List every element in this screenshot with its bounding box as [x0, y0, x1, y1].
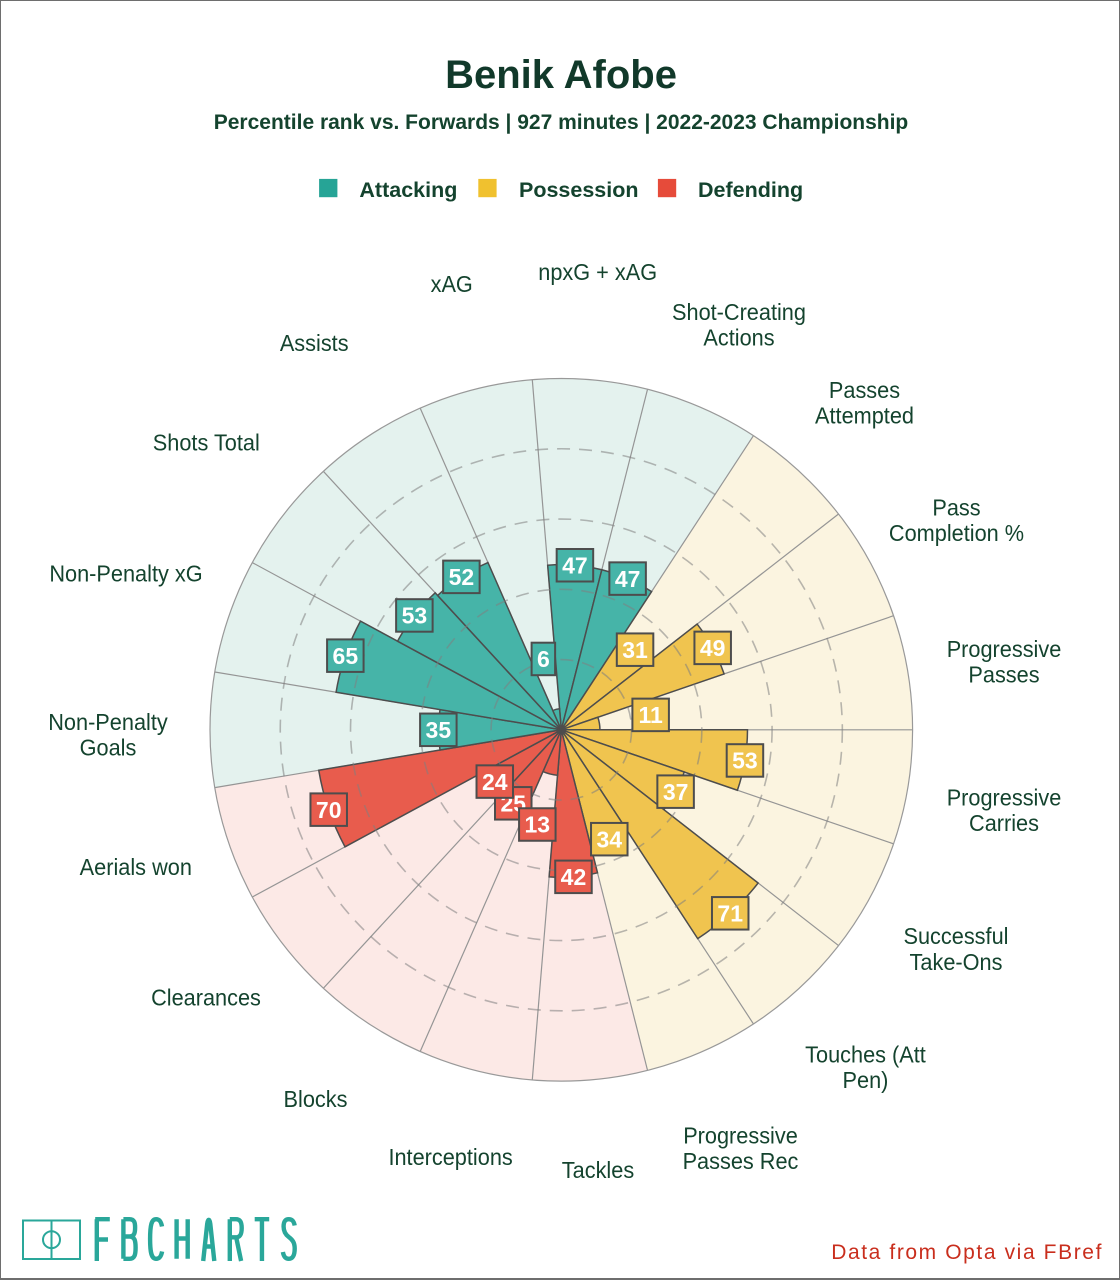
svg-text:53: 53 — [732, 748, 758, 774]
svg-text:42: 42 — [561, 864, 587, 890]
svg-text:Interceptions: Interceptions — [388, 1144, 512, 1170]
svg-text:6: 6 — [537, 646, 550, 672]
svg-text:Pass: Pass — [932, 494, 980, 520]
svg-text:47: 47 — [562, 552, 588, 578]
svg-text:65: 65 — [333, 643, 359, 669]
svg-text:npxG + xAG: npxG + xAG — [538, 259, 657, 285]
svg-text:Take-Ons: Take-Ons — [910, 949, 1003, 975]
svg-text:70: 70 — [316, 797, 342, 823]
svg-text:Progressive: Progressive — [683, 1122, 798, 1148]
svg-text:24: 24 — [482, 769, 508, 795]
svg-text:Blocks: Blocks — [284, 1086, 348, 1112]
svg-text:Shot-Creating: Shot-Creating — [672, 299, 806, 325]
svg-text:34: 34 — [596, 826, 622, 852]
svg-text:47: 47 — [615, 566, 641, 592]
svg-text:Tackles: Tackles — [562, 1157, 634, 1183]
svg-text:Successful: Successful — [904, 923, 1009, 949]
svg-text:Data from Opta via FBref: Data from Opta via FBref — [831, 1241, 1103, 1264]
svg-text:13: 13 — [525, 812, 551, 838]
svg-text:Progressive: Progressive — [947, 785, 1062, 811]
svg-text:Passes: Passes — [968, 661, 1039, 687]
svg-text:Pen): Pen) — [843, 1067, 889, 1093]
svg-text:Aerials won: Aerials won — [80, 854, 192, 880]
svg-text:31: 31 — [622, 637, 648, 663]
svg-text:53: 53 — [402, 603, 428, 629]
svg-text:Attempted: Attempted — [815, 403, 914, 429]
svg-text:Progressive: Progressive — [947, 636, 1062, 662]
svg-text:37: 37 — [663, 779, 689, 805]
svg-text:Actions: Actions — [703, 324, 774, 350]
svg-text:Completion %: Completion % — [889, 520, 1024, 546]
svg-text:Percentile rank vs. Forwards |: Percentile rank vs. Forwards | 927 minut… — [214, 111, 909, 134]
svg-text:xAG: xAG — [431, 271, 473, 297]
svg-text:Passes Rec: Passes Rec — [683, 1148, 799, 1174]
svg-text:Clearances: Clearances — [151, 984, 261, 1010]
svg-text:49: 49 — [700, 635, 726, 661]
svg-text:52: 52 — [449, 564, 475, 590]
svg-text:71: 71 — [717, 901, 743, 927]
svg-text:Goals: Goals — [80, 734, 137, 760]
svg-text:Passes: Passes — [829, 377, 900, 403]
svg-text:Non-Penalty xG: Non-Penalty xG — [49, 561, 202, 587]
svg-text:Carries: Carries — [969, 810, 1039, 836]
svg-text:11: 11 — [638, 702, 663, 728]
svg-text:35: 35 — [426, 717, 452, 743]
svg-text:Shots Total: Shots Total — [153, 429, 260, 455]
svg-text:Defending: Defending — [698, 178, 803, 202]
svg-text:Benik Afobe: Benik Afobe — [445, 53, 677, 97]
svg-text:Touches (Att: Touches (Att — [805, 1042, 926, 1068]
svg-text:Assists: Assists — [280, 330, 349, 356]
svg-text:Non-Penalty: Non-Penalty — [48, 709, 168, 735]
svg-text:Possession: Possession — [519, 178, 639, 202]
svg-text:Attacking: Attacking — [359, 178, 457, 202]
